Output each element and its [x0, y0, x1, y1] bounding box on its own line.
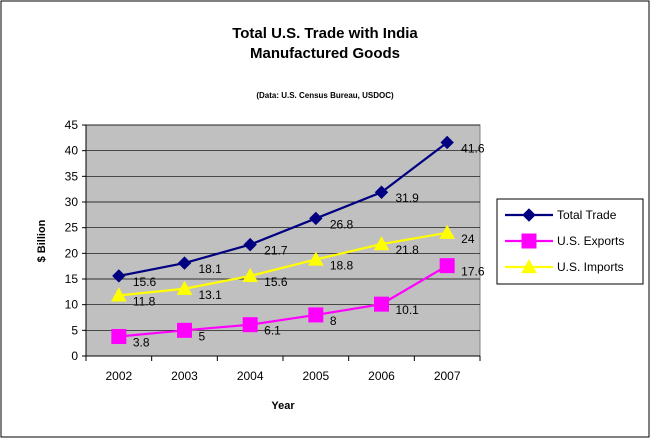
data-point-u-s-imports [439, 224, 456, 239]
series-line-u-s-exports [118, 264, 448, 338]
y-tick-label: 40 [65, 144, 79, 158]
data-label-total-trade: 21.7 [264, 244, 288, 258]
data-point-total-trade [177, 256, 192, 270]
data-label-u-s-imports: 13.1 [199, 288, 223, 302]
data-point-total-trade [374, 185, 389, 199]
x-tick-label: 2006 [368, 369, 395, 383]
data-label-u-s-exports: 17.6 [461, 265, 485, 279]
x-tick-label: 2004 [237, 369, 264, 383]
data-point-total-trade [243, 237, 257, 252]
y-tick-label: 45 [65, 118, 79, 132]
series-line-total-trade [118, 141, 448, 277]
chart-subtitle: Manufactured Goods [250, 45, 400, 62]
data-point-u-s-imports [373, 236, 390, 251]
data-label-u-s-imports: 15.6 [264, 275, 288, 289]
data-point-u-s-imports [307, 251, 324, 266]
legend-label-u-s-exports: U.S. Exports [557, 234, 624, 248]
legend-label-total-trade: Total Trade [557, 208, 617, 222]
data-label-total-trade: 15.6 [133, 275, 157, 289]
data-label-u-s-exports: 10.1 [396, 303, 420, 317]
data-label-total-trade: 31.9 [396, 191, 420, 205]
data-label-u-s-exports: 5 [199, 329, 206, 343]
axes-layer: 0 5 10 15 20 25 30 35 40 45 2002 2003 2004 2005 2006 20… [65, 118, 481, 383]
legend: Total Trade U.S. Exports U.S. Imports [505, 208, 624, 274]
data-point-u-s-exports [308, 307, 324, 323]
data-point-u-s-imports [176, 280, 193, 295]
legend-marker-u-s-imports [521, 258, 537, 274]
data-label-u-s-imports: 11.8 [133, 294, 156, 308]
y-tick-label: 15 [65, 272, 79, 286]
y-tick-label: 10 [65, 298, 79, 312]
data-labels-layer: 15.6 18.1 21.7 26.8 31.9 41.6 3.8 5 6.1 8 10.1 17.6… [133, 141, 485, 349]
y-tick-label: 35 [65, 169, 79, 183]
data-label-u-s-exports: 3.8 [133, 335, 150, 349]
y-tick-label: 0 [71, 349, 78, 363]
series-layer [110, 135, 456, 344]
y-tick-label: 20 [65, 246, 79, 260]
legend-label-u-s-imports: U.S. Imports [557, 260, 624, 274]
legend-marker-u-s-exports [521, 233, 537, 249]
data-point-u-s-exports [242, 317, 258, 333]
x-tick-label: 2002 [105, 369, 132, 383]
data-point-u-s-exports [177, 322, 192, 338]
data-point-u-s-exports [111, 328, 127, 344]
data-label-u-s-imports: 18.8 [330, 258, 354, 272]
grid-layer [86, 124, 480, 331]
data-point-u-s-exports [439, 258, 455, 274]
chart-title: Total U.S. Trade with India [232, 25, 418, 42]
data-point-u-s-exports [374, 296, 389, 312]
y-tick-label: 30 [65, 195, 79, 209]
chart-source-note: (Data: U.S. Census Bureau, USDOC) [256, 91, 394, 100]
plot-area [85, 124, 481, 357]
data-label-u-s-imports: 24 [461, 232, 475, 246]
legend-marker-total-trade [522, 208, 536, 222]
data-label-u-s-exports: 8 [330, 314, 337, 328]
data-label-total-trade: 41.6 [461, 141, 485, 155]
data-label-u-s-imports: 21.8 [396, 243, 420, 257]
series-line-u-s-imports [118, 231, 448, 297]
y-axis-title: $ Billion [36, 219, 48, 262]
y-tick-label: 5 [71, 323, 78, 337]
data-label-total-trade: 26.8 [330, 217, 354, 231]
data-point-total-trade [112, 269, 126, 283]
data-point-u-s-imports [110, 287, 127, 302]
x-tick-label: 2003 [171, 369, 198, 383]
data-point-total-trade [309, 211, 323, 226]
data-point-u-s-imports [242, 267, 259, 283]
data-label-total-trade: 18.1 [199, 262, 223, 276]
x-axis-title: Year [271, 400, 295, 412]
data-label-u-s-exports: 6.1 [264, 324, 281, 338]
x-tick-label: 2007 [434, 369, 461, 383]
data-point-total-trade [440, 135, 454, 150]
x-tick-label: 2005 [302, 369, 329, 383]
y-tick-label: 25 [65, 221, 79, 235]
